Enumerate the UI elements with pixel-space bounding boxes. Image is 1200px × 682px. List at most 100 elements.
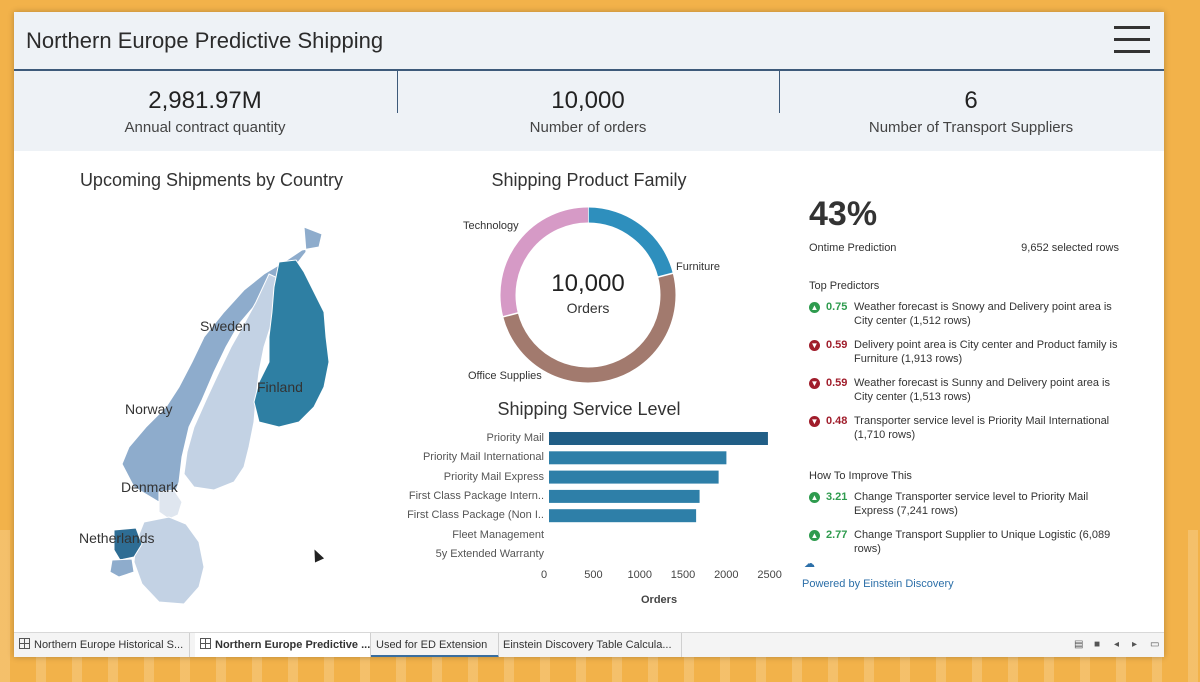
predictor-value: 0.48 <box>826 415 848 427</box>
denmark-shape <box>158 489 183 520</box>
prev-sheet-icon[interactable]: ◂ <box>1114 639 1120 650</box>
tab-predictive[interactable]: Northern Europe Predictive ... <box>195 633 371 657</box>
kpi-value: 6 <box>964 87 978 114</box>
sheet-tabs-bar: Northern Europe Historical S... Northern… <box>14 632 1164 657</box>
tab-historical[interactable]: Northern Europe Historical S... <box>14 633 190 657</box>
dashboard-icon <box>200 638 211 649</box>
improvement-text: Change Transporter service level to Prio… <box>854 491 1089 517</box>
bar-axis-tick: 0 <box>541 569 548 581</box>
donut-center: 10,000 Orders <box>528 270 648 316</box>
improvement-text: Change Transport Supplier to Unique Logi… <box>854 529 1111 555</box>
map-label-sweden: Sweden <box>200 318 251 334</box>
powered-by-link[interactable]: Powered by Einstein Discovery <box>802 578 954 590</box>
tab-ed-extension[interactable]: Used for ED Extension <box>371 633 499 657</box>
arrow-down-icon: ▼ <box>809 340 820 351</box>
predictor-text: Weather forecast is Snowy and Delivery p… <box>854 301 1112 327</box>
tab-table-calc[interactable]: Einstein Discovery Table Calcula... <box>498 633 682 657</box>
dashboard-title: Northern Europe Predictive Shipping <box>26 28 384 53</box>
kpi-value: 10,000 <box>551 87 625 114</box>
improve-title: How To Improve This <box>809 470 912 482</box>
bar-axis-tick: 500 <box>584 569 603 581</box>
kpi-value: 2,981.97M <box>148 87 262 114</box>
kpi-strip: 2,981.97M Annual contract quantity 10,00… <box>14 71 1164 151</box>
finland-shape <box>253 259 330 428</box>
filmstrip-view-icon[interactable]: ▤ <box>1074 639 1084 650</box>
bar-axis-xlabel: Orders <box>641 594 678 606</box>
donut-label-furniture: Furniture <box>676 261 721 273</box>
donut-slice-office-supplies[interactable] <box>500 207 589 317</box>
kpi-label: Number of Transport Suppliers <box>868 119 1074 136</box>
kpi-divider <box>779 71 780 113</box>
donut-center-value: 10,000 <box>551 270 625 297</box>
bar-category-label: Priority Mail International <box>422 451 544 464</box>
donut-center-label: Orders <box>566 300 610 316</box>
kpi-label: Number of orders <box>529 119 647 136</box>
bar-3[interactable] <box>549 489 700 503</box>
donut-label-technology: Technology <box>463 220 519 232</box>
bar-4[interactable] <box>549 509 697 523</box>
dashboard-header: Northern Europe Predictive Shipping <box>14 12 1164 71</box>
bar-axis-tick: 2000 <box>714 569 739 581</box>
predictor-value: 0.75 <box>826 301 848 313</box>
ontime-label: Ontime Prediction <box>809 242 897 254</box>
presentation-mode-icon[interactable]: ▭ <box>1150 639 1160 650</box>
donut-chart[interactable] <box>498 205 678 385</box>
tabs-view-icon[interactable]: ■ <box>1094 639 1101 650</box>
bar-category-label: Fleet Management <box>452 528 544 541</box>
kpi-label: Annual contract quantity <box>124 119 286 136</box>
norway-shape <box>121 226 323 503</box>
ontime-percent: 43% <box>809 195 878 233</box>
bar-category-label: First Class Package Intern.. <box>408 489 544 502</box>
kpi-suppliers: 6 Number of Transport Suppliers <box>780 71 1162 151</box>
top-predictors-title: Top Predictors <box>809 280 880 292</box>
kpi-orders: 10,000 Number of orders <box>397 71 779 151</box>
map-label-finland: Finland <box>257 379 303 395</box>
arrow-up-icon: ▲ <box>809 530 820 541</box>
arrow-down-icon: ▼ <box>809 378 820 389</box>
donut-slice-separator <box>502 312 519 318</box>
bar-axis-tick: 2500 <box>757 569 782 581</box>
predictor-text: Weather forecast is Sunny and Delivery p… <box>854 377 1110 403</box>
sweden-shape <box>183 273 287 491</box>
predictor-text: Transporter service level is Priority Ma… <box>854 415 1110 441</box>
predictor-text: Delivery point area is City center and P… <box>854 339 1118 365</box>
country-map[interactable] <box>74 212 344 607</box>
improvement-value: 3.21 <box>826 491 848 503</box>
bar-category-label: 5y Extended Warranty <box>435 547 544 560</box>
dashboard-icon <box>19 638 30 649</box>
bar-axis-tick: 1000 <box>627 569 653 581</box>
bar-1[interactable] <box>549 451 727 465</box>
bar-0[interactable] <box>549 432 768 445</box>
predictor-value: 0.59 <box>826 339 848 351</box>
bar-axis-tick: 1500 <box>670 569 696 581</box>
donut-slice-separator <box>657 272 674 278</box>
predictor-value: 0.59 <box>826 377 848 389</box>
bar-chart[interactable] <box>549 427 789 567</box>
bar-category-label: Priority Mail Express <box>443 470 544 483</box>
donut-slice-technology[interactable] <box>587 207 673 278</box>
kpi-annual-contract: 2,981.97M Annual contract quantity <box>14 71 396 151</box>
dashboard-window: Northern Europe Predictive Shipping 2,98… <box>14 12 1164 657</box>
map-label-denmark: Denmark <box>121 479 178 495</box>
improvement-value: 2.77 <box>826 529 848 541</box>
next-sheet-icon[interactable]: ▸ <box>1132 639 1138 650</box>
bar-category-label: First Class Package (Non I.. <box>407 509 544 522</box>
map-label-norway: Norway <box>125 401 173 417</box>
einstein-logo-icon: ☁ <box>804 558 815 570</box>
donut-title: Shipping Product Family <box>491 170 687 190</box>
map-title: Upcoming Shipments by Country <box>79 170 344 190</box>
bar-category-label: Priority Mail <box>486 432 544 444</box>
donut-label-office-supplies: Office Supplies <box>468 370 542 382</box>
donut-slice-furniture[interactable] <box>503 273 676 383</box>
hamburger-menu-icon[interactable] <box>1114 26 1150 54</box>
arrow-down-icon: ▼ <box>809 416 820 427</box>
bar-chart-title: Shipping Service Level <box>497 399 681 419</box>
belgium-shape <box>109 558 135 578</box>
netherlands-shape <box>113 527 143 561</box>
kpi-divider <box>397 71 398 113</box>
selected-rows: 9,652 selected rows <box>1021 242 1119 254</box>
arrow-up-icon: ▲ <box>809 302 820 313</box>
bar-2[interactable] <box>549 470 719 484</box>
arrow-up-icon: ▲ <box>809 492 820 503</box>
map-label-netherlands: Netherlands <box>79 530 155 546</box>
